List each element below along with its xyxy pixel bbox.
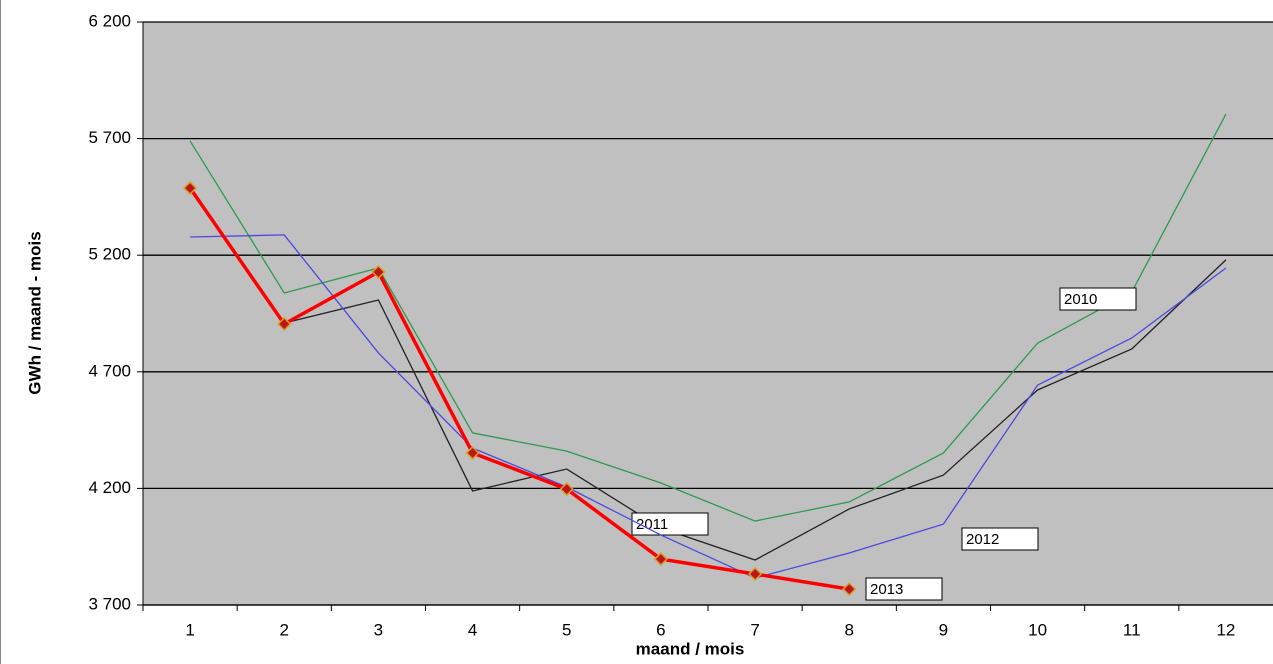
x-axis-label: maand / mois: [636, 639, 745, 658]
y-tick-label: 6 200: [88, 11, 131, 30]
x-tick-label: 9: [939, 620, 948, 639]
series-line: [190, 234, 1227, 579]
marker: [371, 264, 386, 280]
series-label-box: [961, 527, 1039, 551]
x-tick-label: 12: [1216, 620, 1235, 639]
x-tick-label: 2: [280, 620, 289, 639]
plot-area: [143, 22, 1273, 605]
x-tick-label: 6: [656, 620, 665, 639]
series-label: 2012: [966, 531, 999, 548]
y-tick-label: 5 700: [88, 128, 131, 147]
y-tick-label: 4 700: [88, 361, 131, 380]
x-tick-label: 8: [845, 620, 854, 639]
series-label: 2011: [636, 516, 668, 533]
y-tick-label: 3 700: [88, 594, 131, 613]
marker: [465, 445, 480, 461]
marker: [653, 551, 668, 567]
x-tick-label: 5: [562, 620, 571, 639]
series-line: [188, 187, 850, 591]
marker: [559, 482, 574, 497]
series-line: [189, 189, 1227, 561]
series-label: 2010: [1064, 291, 1097, 308]
y-tick-label: 4 200: [88, 478, 131, 497]
x-tick-label: 4: [468, 620, 477, 639]
series-line: [189, 113, 1227, 522]
marker: [842, 582, 857, 597]
y-axis-label: GWh / maand - mois: [25, 231, 44, 394]
x-tick-label: 10: [1028, 620, 1047, 639]
x-tick-label: 3: [374, 620, 383, 639]
marker: [748, 566, 763, 582]
x-tick-label: 7: [750, 620, 759, 639]
series-label-box: [1059, 287, 1137, 311]
x-tick-label: 11: [1123, 620, 1141, 639]
marker: [277, 316, 292, 332]
series-label: 2013: [870, 581, 903, 598]
marker: [183, 180, 198, 196]
x-tick-label: 1: [185, 620, 194, 639]
series-label-box: [865, 577, 943, 601]
y-tick-label: 5 200: [88, 245, 131, 264]
